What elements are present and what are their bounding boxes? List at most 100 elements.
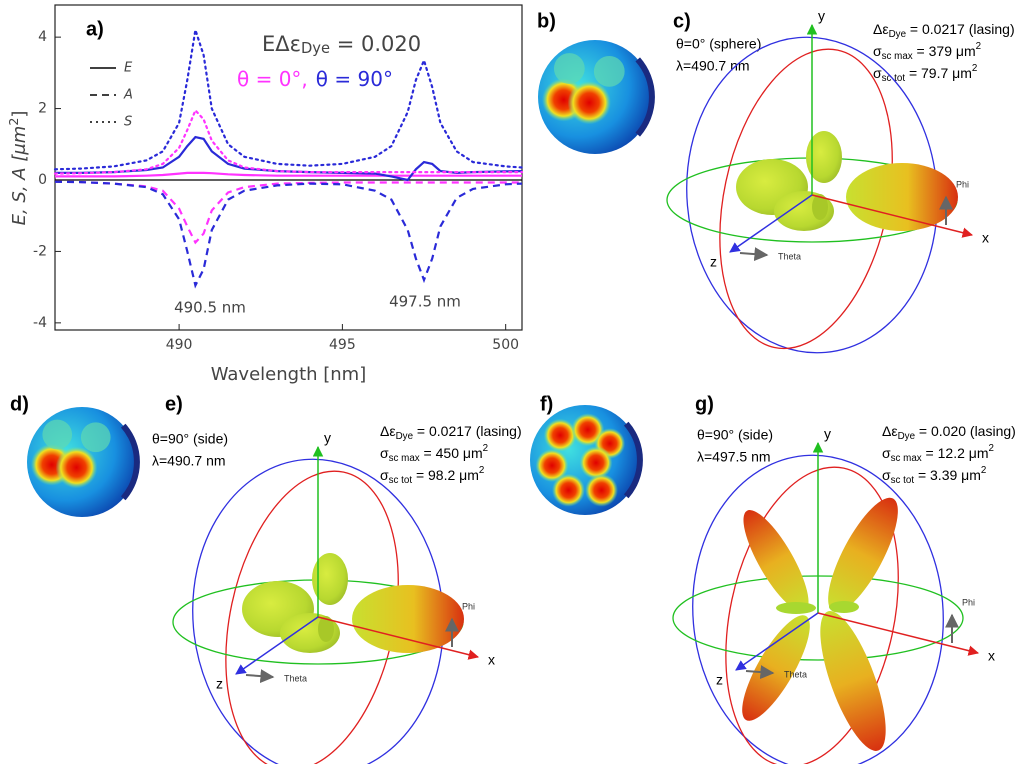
- x-tick-label: 500: [492, 337, 519, 353]
- sigma-max-label-part: = 12.2 μm: [922, 445, 989, 461]
- sigma-tot-label: σsc tot = 98.2 μm2: [380, 465, 484, 486]
- hot-spot: [579, 446, 613, 480]
- sphere-rim: [623, 421, 643, 499]
- y-axis-label-part: 2: [6, 118, 21, 126]
- y-tick-label: -4: [33, 315, 47, 331]
- annotation: EΔεDye = 0.020: [262, 32, 421, 57]
- lobe: [829, 601, 859, 613]
- panel-label: g): [695, 393, 714, 415]
- axis-label: x: [488, 652, 495, 668]
- theta-arrow: [745, 665, 775, 680]
- sigma-max-label: σsc max = 12.2 μm2: [882, 443, 994, 464]
- axis-label: Phi: [956, 179, 969, 189]
- delta-label: ΔεDye = 0.0217 (lasing): [380, 423, 522, 442]
- sigma-tot-label-part: = 98.2 μm: [412, 467, 479, 483]
- x-axis-arrow: [811, 194, 974, 238]
- panel-label: e): [165, 393, 183, 415]
- axis-label: Phi: [962, 597, 975, 607]
- sigma-tot-label-part: 2: [981, 465, 986, 476]
- delta-label: ΔεDye = 0.0217 (lasing): [873, 21, 1015, 40]
- wavelength-label: λ=497.5 nm: [697, 449, 771, 465]
- hot-spot: [585, 473, 618, 507]
- axis-label: y: [818, 8, 825, 24]
- sigma-max-label-part: 2: [483, 443, 488, 454]
- y-axis-label-part: E, S, A [μm: [9, 126, 30, 226]
- sigma-tot-label-part: = 79.7 μm: [905, 65, 972, 81]
- hot-spot: [535, 449, 569, 482]
- axis-label: z: [716, 672, 723, 688]
- wavelength-label: λ=490.7 nm: [676, 58, 750, 74]
- lobe: [352, 585, 464, 653]
- sigma-max-label-part: σ: [380, 445, 389, 461]
- sigma-max-label-part: sc max: [882, 51, 913, 62]
- panel-label: d): [10, 393, 29, 415]
- sphere-rim: [635, 57, 655, 137]
- panel-label: b): [537, 10, 556, 32]
- angle-label: θ=90° (side): [697, 427, 773, 443]
- sphere-rim: [120, 423, 140, 501]
- theta-arrow: [245, 669, 275, 684]
- sigma-max-label-part: 2: [976, 41, 981, 52]
- axis-label: x: [988, 648, 995, 664]
- sigma-max-label: σsc max = 450 μm2: [380, 443, 488, 464]
- lobe: [743, 510, 809, 612]
- delta-label-part: Δε: [882, 423, 898, 439]
- sigma-tot-label: σsc tot = 3.39 μm2: [882, 465, 986, 486]
- cool-spot: [553, 53, 585, 84]
- hot-spot: [567, 81, 611, 125]
- delta-label: ΔεDye = 0.020 (lasing): [882, 423, 1016, 442]
- annotation-part: Dye: [301, 40, 330, 57]
- y-tick-label: -2: [33, 243, 47, 259]
- radiation-pattern: y x z Phi Theta: [172, 430, 495, 769]
- axis-label: Theta: [284, 673, 307, 683]
- lobe: [828, 497, 898, 613]
- peak-label: 497.5 nm: [389, 293, 461, 311]
- sigma-max-label-part: sc max: [891, 453, 922, 464]
- sigma-max-label-part: sc max: [389, 453, 420, 464]
- data-line: [54, 180, 522, 245]
- panel-label: a): [86, 18, 104, 40]
- cool-spot: [42, 419, 73, 450]
- legend-label: S: [124, 115, 132, 130]
- lobe: [742, 615, 810, 721]
- radiation-pattern: y x z Phi Theta: [666, 8, 989, 354]
- delta-label-part: Dye: [898, 431, 916, 442]
- panel-label: f): [540, 393, 553, 415]
- x-axis-arrow: [817, 612, 980, 656]
- z-axis-arrow: [735, 612, 819, 671]
- sigma-max-label-part: = 379 μm: [913, 43, 976, 59]
- wavelength-label: λ=490.7 nm: [152, 453, 226, 469]
- axis-label: Phi: [462, 601, 475, 611]
- hot-spot: [55, 446, 98, 489]
- cool-spot: [593, 55, 625, 87]
- z-axis-arrow: [729, 194, 813, 253]
- y-tick-label: 0: [38, 172, 47, 188]
- lobe: [820, 611, 886, 751]
- axis-label: Theta: [778, 251, 801, 261]
- sigma-tot-label-part: sc tot: [389, 475, 413, 486]
- sphere: [530, 405, 643, 515]
- y-tick-label: 2: [38, 101, 47, 117]
- panel-label: c): [673, 10, 691, 32]
- sigma-tot-label: σsc tot = 79.7 μm2: [873, 63, 977, 84]
- axis-label: Theta: [784, 669, 807, 679]
- axis-label: x: [982, 230, 989, 246]
- axis-label: y: [824, 426, 831, 442]
- delta-label-part: = 0.020 (lasing): [915, 423, 1016, 439]
- sphere: [538, 40, 655, 154]
- sigma-tot-label-part: sc tot: [891, 475, 915, 486]
- sigma-tot-label-part: σ: [882, 467, 891, 483]
- hot-spot: [552, 473, 585, 507]
- annotation-part: EΔε: [262, 32, 301, 56]
- sigma-max-label-part: σ: [882, 445, 891, 461]
- sigma-max-label-part: 2: [989, 443, 994, 454]
- legend-label: E: [124, 61, 133, 76]
- delta-label-part: Dye: [396, 431, 414, 442]
- x-tick-label: 490: [166, 337, 193, 353]
- delta-label-part: = 0.0217 (lasing): [413, 423, 522, 439]
- y-tick-label: 4: [38, 29, 47, 45]
- sigma-tot-label-part: 2: [479, 465, 484, 476]
- cool-spot: [80, 422, 111, 453]
